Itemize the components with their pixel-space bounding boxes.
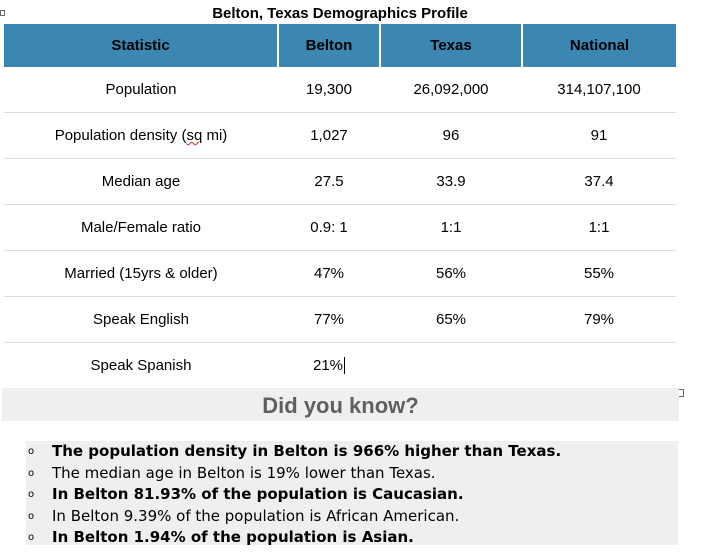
row-label[interactable]: Male/Female ratio <box>4 204 278 251</box>
row-label[interactable]: Speak Spanish <box>4 342 278 389</box>
row-label[interactable]: Married (15yrs & older) <box>4 250 278 297</box>
document-title: Belton, Texas Demographics Profile <box>212 5 468 22</box>
belton-value[interactable]: 0.9: 1 <box>278 204 380 251</box>
table-row: Speak English 77% 65% 79% <box>4 296 676 343</box>
national-value[interactable]: 55% <box>522 250 676 297</box>
texas-value[interactable]: 56% <box>380 250 522 297</box>
list-item: o In Belton 9.39% of the population is Af… <box>26 506 678 528</box>
table-row: Median age 27.5 33.9 37.4 <box>4 158 676 205</box>
belton-value[interactable]: 19,300 <box>278 67 380 113</box>
fact-text: The population density in Belton is 966%… <box>52 442 562 460</box>
fact-text: In Belton 9.39% of the population is Afr… <box>52 506 460 525</box>
table-row: Population density (sq mi) 1,027 96 91 <box>4 112 676 159</box>
belton-value[interactable]: 1,027 <box>278 112 380 159</box>
texas-value[interactable]: 33.9 <box>380 158 522 205</box>
row-label[interactable]: Median age <box>4 158 278 205</box>
table-row: Population 19,300 26,092,000 314,107,100 <box>4 67 676 113</box>
national-value[interactable]: 79% <box>522 296 676 343</box>
table-row: Speak Spanish 21% <box>4 342 676 389</box>
list-item: o The median age in Belton is 19% lower t… <box>26 463 678 485</box>
table-move-handle[interactable] <box>0 10 5 16</box>
belton-value[interactable]: 21% <box>278 342 380 389</box>
bullet-icon: o <box>28 467 35 479</box>
bullet-icon: o <box>28 510 35 522</box>
texas-value[interactable]: 26,092,000 <box>380 67 522 113</box>
national-value[interactable]: 37.4 <box>522 158 676 205</box>
table-row: Male/Female ratio 0.9: 1 1:1 1:1 <box>4 204 676 251</box>
demographics-table: Statistic Belton Texas National Populati… <box>4 24 676 389</box>
table-header-row: Statistic Belton Texas National <box>4 24 676 67</box>
density-label: Population density (sq mi) <box>54 127 228 144</box>
belton-value[interactable]: 47% <box>278 250 380 297</box>
bullet-icon: o <box>28 446 35 457</box>
header-belton: Belton <box>278 24 381 67</box>
table-row: Married (15yrs & older) 47% 56% 55% <box>4 250 676 297</box>
header-texas: Texas <box>380 24 523 67</box>
texas-value[interactable]: 1:1 <box>380 204 522 251</box>
bullet-icon: o <box>28 489 35 501</box>
did-you-know-heading: Did you know? <box>2 388 679 421</box>
list-item: o The population density in Belton is 966… <box>26 441 678 463</box>
national-value[interactable] <box>522 343 676 389</box>
national-value[interactable]: 91 <box>522 112 676 159</box>
spellcheck-mark: sq <box>186 127 203 144</box>
belton-value[interactable]: 27.5 <box>278 158 380 205</box>
texas-value[interactable]: 65% <box>380 296 522 343</box>
bullet-icon: o <box>28 532 35 544</box>
national-value[interactable]: 314,107,100 <box>522 67 676 113</box>
row-label[interactable]: Population <box>4 67 278 113</box>
fact-text: In Belton 1.94% of the population is Asi… <box>52 528 414 547</box>
facts-panel: o The population density in Belton is 966… <box>26 441 678 546</box>
fact-text: In Belton 81.93% of the population is Ca… <box>52 485 464 504</box>
text-cursor-cell: 21% <box>312 357 346 374</box>
facts-list: o The population density in Belton is 966… <box>26 441 678 549</box>
list-item: o In Belton 81.93% of the population is C… <box>26 484 678 506</box>
national-value[interactable]: 1:1 <box>522 204 676 251</box>
header-national: National <box>522 24 676 67</box>
list-item: o In Belton 1.94% of the population is As… <box>26 527 678 549</box>
row-label[interactable]: Population density (sq mi) <box>4 112 278 159</box>
texas-value[interactable]: 96 <box>380 112 522 159</box>
texas-value[interactable] <box>380 343 522 389</box>
row-label[interactable]: Speak English <box>4 296 278 343</box>
header-statistic: Statistic <box>4 24 279 67</box>
fact-text: The median age in Belton is 19% lower th… <box>52 463 436 482</box>
belton-value[interactable]: 77% <box>278 296 380 343</box>
